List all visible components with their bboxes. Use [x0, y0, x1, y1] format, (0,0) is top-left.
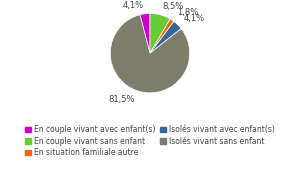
- Wedge shape: [140, 13, 150, 53]
- Text: 81,5%: 81,5%: [108, 95, 135, 103]
- Wedge shape: [150, 13, 170, 53]
- Wedge shape: [110, 15, 190, 93]
- Text: 4,1%: 4,1%: [184, 14, 205, 23]
- Text: 4,1%: 4,1%: [123, 1, 144, 10]
- Text: 1,8%: 1,8%: [177, 8, 198, 17]
- Text: 8,5%: 8,5%: [163, 2, 184, 11]
- Legend: En couple vivant avec enfant(s), En couple vivant sans enfant, En situation fami: En couple vivant avec enfant(s), En coup…: [22, 122, 278, 161]
- Wedge shape: [150, 22, 181, 53]
- Wedge shape: [150, 19, 174, 53]
